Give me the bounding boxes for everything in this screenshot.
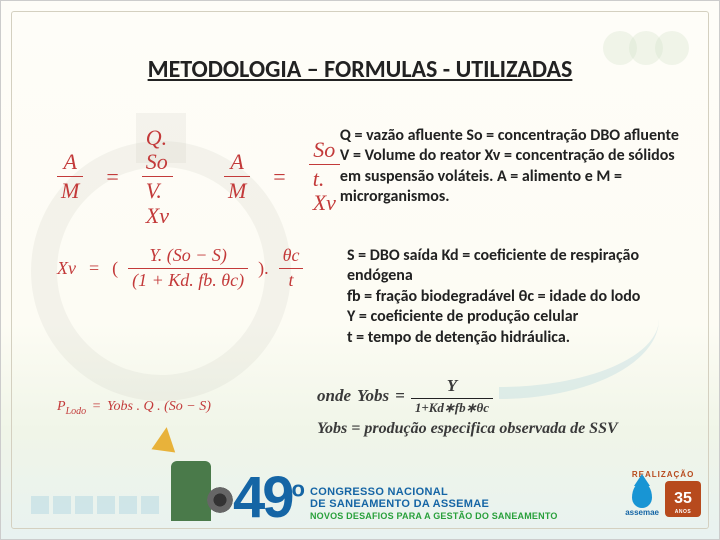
- xv-tail-den: t: [285, 271, 298, 291]
- congress-text: CONGRESSO NACIONAL DE SANEAMENTO DA ASSE…: [310, 486, 558, 531]
- xv-main-den: (1 + Kd. fb. θc): [128, 271, 248, 291]
- f1-rhs-num: Q. So: [142, 126, 173, 174]
- row-2: Xv = ( Y. (So − S) (1 + Kd. fb. θc) ). θ…: [57, 246, 679, 348]
- plodo-eq: =: [93, 399, 101, 414]
- fortynine-number: 49: [233, 465, 292, 530]
- yobs-den: 1+Kd∗fb∗θc: [411, 401, 493, 415]
- congress-line1a: CONGRESSO NACIONAL: [310, 486, 558, 498]
- row2-description: S = DBO saída Kd = coeficiente de respir…: [347, 246, 679, 348]
- yobs-var: Yobs: [357, 385, 389, 407]
- congress-line1b: DE SANEAMENTO DA ASSEMAE: [310, 498, 558, 510]
- realizacao-block: REALIZAÇÃO assemae 35: [625, 470, 701, 517]
- footer-illustration: [151, 431, 241, 521]
- plodo-rest: Yobs . Q . (So − S): [107, 399, 211, 414]
- assemae-logo: assemae: [625, 482, 659, 517]
- xv-main-num: Y. (So − S): [145, 246, 231, 266]
- drop-icon: [632, 482, 652, 508]
- congress-line2: NOVOS DESAFIOS PARA A GESTÃO DO SANEAMEN…: [310, 511, 558, 521]
- formula-am-1: A M = Q. So V. Xv A M = So: [57, 126, 340, 228]
- f1-lhs-num: A: [59, 150, 80, 174]
- formula-plodo: PLodo = Yobs . Q . (So − S): [57, 399, 317, 417]
- row-1: A M = Q. So V. Xv A M = So: [57, 126, 679, 228]
- onde-word: onde: [317, 385, 351, 407]
- f1-lhs-den: M: [57, 179, 83, 203]
- f2-lhs-den: M: [224, 179, 250, 203]
- yobs-num: Y: [443, 377, 461, 396]
- bg-squares: [31, 496, 159, 514]
- row1-description: Q = vazão afluente So = concentração DBO…: [340, 126, 679, 208]
- fortynine-sup: o: [292, 476, 302, 501]
- f2-lhs-num: A: [226, 150, 247, 174]
- f2-rhs-num: So: [309, 138, 339, 162]
- formula-xv: Xv = ( Y. (So − S) (1 + Kd. fb. θc) ). θ…: [57, 246, 347, 291]
- fortynine-logo: 49o: [233, 475, 302, 531]
- f1-rhs-den: V. Xv: [142, 179, 173, 227]
- assemae-text: assemae: [625, 508, 659, 517]
- footer-logo-block: 49o CONGRESSO NACIONAL DE SANEAMENTO DA …: [161, 426, 601, 531]
- f2-rhs-den: t. Xv: [309, 167, 340, 215]
- xv-tail-num: θc: [279, 246, 304, 266]
- slide-title: METODOLOGIA – FORMULAS - UTILIZADAS: [1, 55, 719, 84]
- badge-35-icon: 35: [665, 481, 701, 517]
- xv-lhs: Xv: [57, 258, 76, 279]
- yobs-formula: onde Yobs = Y 1+Kd∗fb∗θc: [317, 377, 679, 415]
